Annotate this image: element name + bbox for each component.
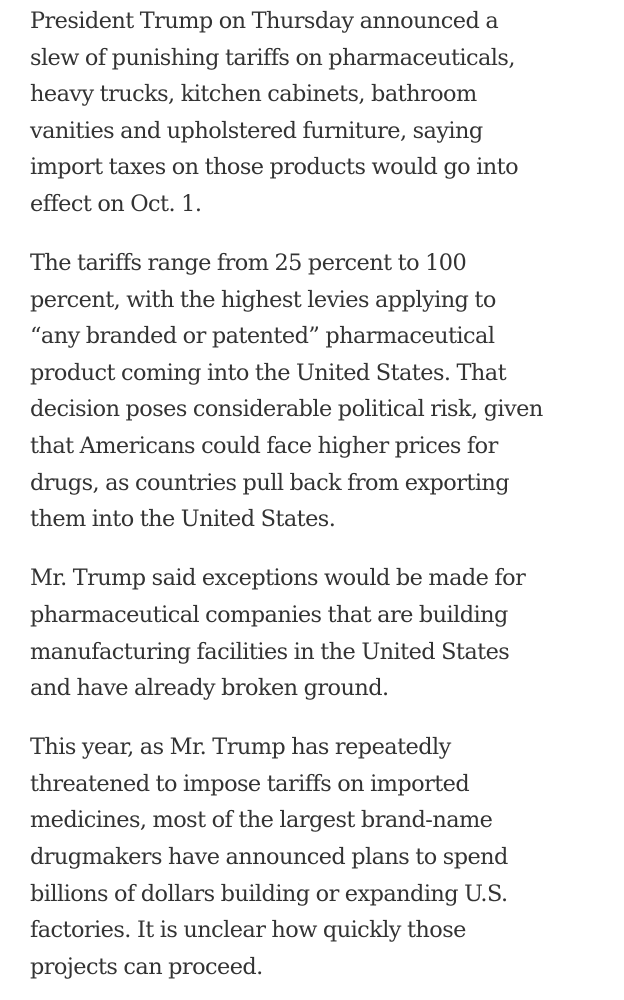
text-line: percent, with the highest levies applyin… bbox=[30, 286, 496, 313]
paragraph-drugmaker-investments: This year, as Mr. Trump has repeatedly t… bbox=[30, 729, 596, 985]
text-line: President Trump on Thursday announced a bbox=[30, 8, 499, 34]
text-line: drugs, as countries pull back from expor… bbox=[30, 469, 510, 496]
text-line: threatened to impose tariffs on imported bbox=[30, 770, 470, 797]
text-line: heavy trucks, kitchen cabinets, bathroom bbox=[30, 81, 477, 108]
text-line: that Americans could face higher prices … bbox=[30, 433, 498, 460]
text-line: effect on Oct. 1. bbox=[30, 190, 202, 217]
text-line: This year, as Mr. Trump has repeatedly bbox=[30, 734, 451, 761]
text-line: manufacturing facilities in the United S… bbox=[30, 638, 510, 665]
paragraph-exceptions: Mr. Trump said exceptions would be made … bbox=[30, 560, 596, 706]
text-line: pharmaceutical companies that are buildi… bbox=[30, 601, 508, 628]
text-line: import taxes on those products would go … bbox=[30, 154, 519, 181]
text-line: Mr. Trump said exceptions would be made … bbox=[30, 565, 526, 592]
text-line: drugmakers have announced plans to spend bbox=[30, 843, 508, 870]
text-line: The tariffs range from 25 percent to 100 bbox=[30, 250, 467, 277]
text-line: medicines, most of the largest brand-nam… bbox=[30, 807, 493, 834]
text-line: slew of punishing tariffs on pharmaceuti… bbox=[30, 44, 515, 71]
text-line: them into the United States. bbox=[30, 506, 336, 533]
text-line: vanities and upholstered furniture, sayi… bbox=[30, 117, 483, 144]
text-line: “any branded or patented” pharmaceutical bbox=[30, 323, 495, 350]
text-line: and have already broken ground. bbox=[30, 675, 389, 702]
text-line: projects can proceed. bbox=[30, 953, 263, 980]
paragraph-tariff-announcement: President Trump on Thursday announced a … bbox=[30, 3, 596, 223]
text-line: billions of dollars building or expandin… bbox=[30, 880, 508, 907]
text-line: product coming into the United States. T… bbox=[30, 359, 507, 386]
text-line: decision poses considerable political ri… bbox=[30, 396, 543, 423]
paragraph-tariff-range: The tariffs range from 25 percent to 100… bbox=[30, 245, 596, 538]
text-line: factories. It is unclear how quickly tho… bbox=[30, 917, 466, 944]
